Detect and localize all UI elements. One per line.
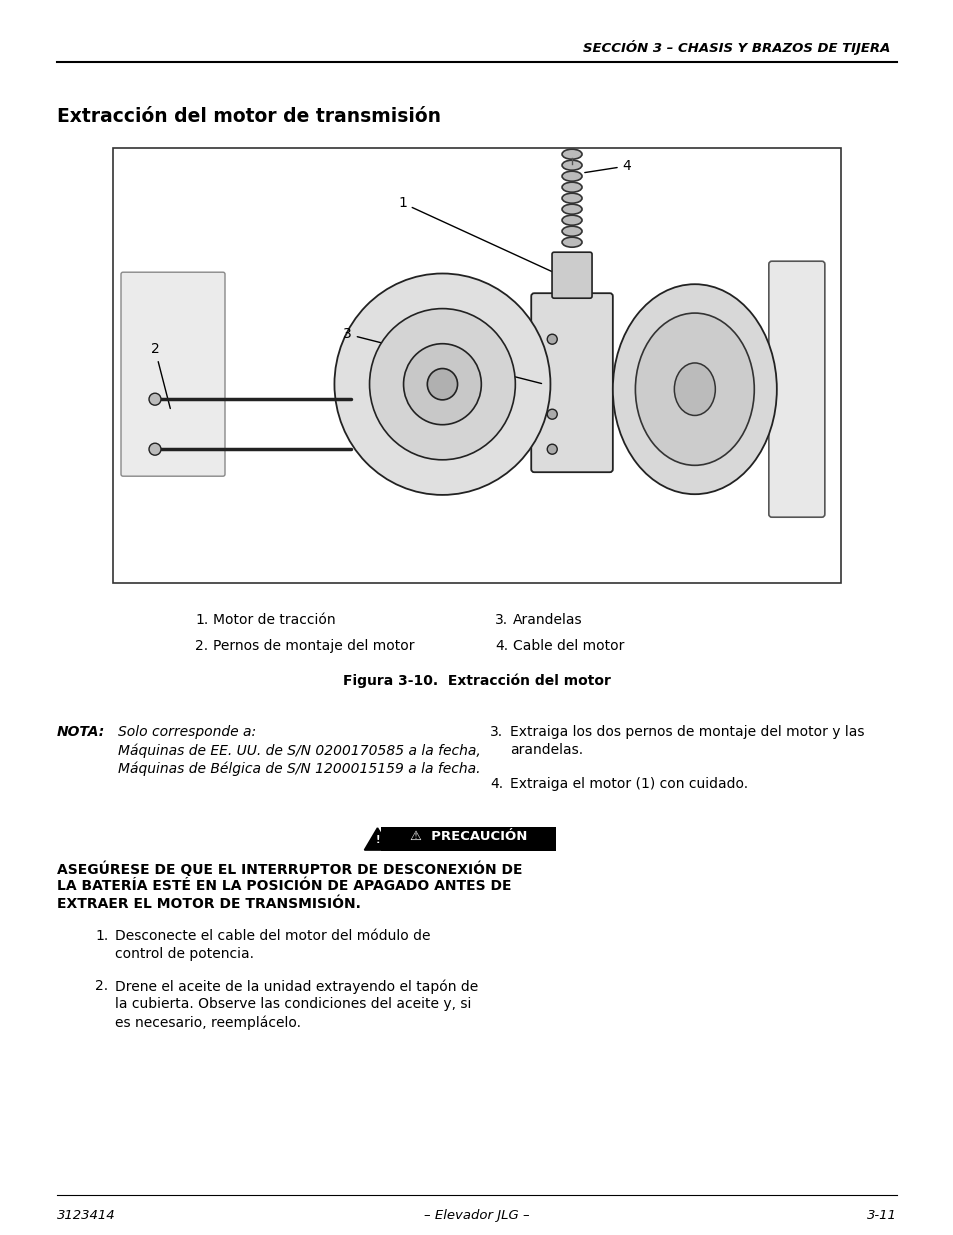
FancyBboxPatch shape bbox=[768, 261, 824, 517]
Text: 3-11: 3-11 bbox=[866, 1209, 896, 1221]
Ellipse shape bbox=[561, 237, 581, 247]
Text: 1: 1 bbox=[397, 196, 558, 275]
Text: 3: 3 bbox=[343, 327, 541, 384]
Text: !: ! bbox=[375, 835, 379, 845]
Text: 1.: 1. bbox=[95, 929, 108, 944]
Ellipse shape bbox=[369, 309, 515, 459]
Text: Motor de tracción: Motor de tracción bbox=[213, 613, 335, 627]
Text: Máquinas de Bélgica de S/N 1200015159 a la fecha.: Máquinas de Bélgica de S/N 1200015159 a … bbox=[118, 761, 480, 776]
Ellipse shape bbox=[612, 284, 776, 494]
Circle shape bbox=[149, 393, 161, 405]
Polygon shape bbox=[364, 827, 390, 850]
FancyBboxPatch shape bbox=[121, 272, 225, 477]
Text: Pernos de montaje del motor: Pernos de montaje del motor bbox=[213, 638, 414, 653]
Text: Arandelas: Arandelas bbox=[513, 613, 582, 627]
Text: ⚠  PRECAUCIÓN: ⚠ PRECAUCIÓN bbox=[410, 830, 527, 844]
Text: control de potencia.: control de potencia. bbox=[115, 947, 253, 961]
FancyBboxPatch shape bbox=[552, 252, 592, 298]
Text: SECCIÓN 3 – CHASIS Y BRAZOS DE TIJERA: SECCIÓN 3 – CHASIS Y BRAZOS DE TIJERA bbox=[582, 40, 889, 56]
Ellipse shape bbox=[335, 273, 550, 495]
Text: Desconecte el cable del motor del módulo de: Desconecte el cable del motor del módulo… bbox=[115, 929, 430, 944]
Text: 4.: 4. bbox=[490, 777, 502, 790]
Ellipse shape bbox=[427, 368, 457, 400]
Text: Extraiga el motor (1) con cuidado.: Extraiga el motor (1) con cuidado. bbox=[510, 777, 747, 790]
Ellipse shape bbox=[561, 193, 581, 204]
Text: 2: 2 bbox=[151, 342, 171, 409]
Text: la cubierta. Observe las condiciones del aceite y, si: la cubierta. Observe las condiciones del… bbox=[115, 997, 471, 1011]
Text: NOTA:: NOTA: bbox=[57, 725, 105, 739]
Ellipse shape bbox=[561, 183, 581, 193]
Text: 1.: 1. bbox=[194, 613, 208, 627]
Text: 3.: 3. bbox=[490, 725, 502, 739]
Text: Máquinas de EE. UU. de S/N 0200170585 a la fecha,: Máquinas de EE. UU. de S/N 0200170585 a … bbox=[118, 743, 480, 757]
Ellipse shape bbox=[561, 161, 581, 170]
Ellipse shape bbox=[635, 314, 754, 466]
Text: Extraiga los dos pernos de montaje del motor y las: Extraiga los dos pernos de montaje del m… bbox=[510, 725, 863, 739]
Ellipse shape bbox=[561, 149, 581, 159]
Bar bbox=[112, 148, 841, 583]
Text: Cable del motor: Cable del motor bbox=[513, 638, 623, 653]
Ellipse shape bbox=[403, 343, 481, 425]
Text: es necesario, reemplácelo.: es necesario, reemplácelo. bbox=[115, 1015, 301, 1030]
Text: ASEGÚRESE DE QUE EL INTERRUPTOR DE DESCONEXIÓN DE: ASEGÚRESE DE QUE EL INTERRUPTOR DE DESCO… bbox=[57, 861, 522, 877]
Circle shape bbox=[547, 409, 557, 419]
Ellipse shape bbox=[561, 204, 581, 214]
Text: 4: 4 bbox=[584, 159, 631, 173]
Text: EXTRAER EL MOTOR DE TRANSMISIÓN.: EXTRAER EL MOTOR DE TRANSMISIÓN. bbox=[57, 897, 360, 911]
Bar bbox=[381, 827, 556, 851]
Text: Solo corresponde a:: Solo corresponde a: bbox=[118, 725, 255, 739]
Text: Extracción del motor de transmisión: Extracción del motor de transmisión bbox=[57, 107, 440, 126]
Text: 4.: 4. bbox=[495, 638, 508, 653]
Circle shape bbox=[547, 445, 557, 454]
Text: Drene el aceite de la unidad extrayendo el tapón de: Drene el aceite de la unidad extrayendo … bbox=[115, 979, 477, 993]
Circle shape bbox=[149, 443, 161, 456]
Ellipse shape bbox=[561, 226, 581, 236]
Text: arandelas.: arandelas. bbox=[510, 743, 582, 757]
Text: – Elevador JLG –: – Elevador JLG – bbox=[424, 1209, 529, 1221]
Text: Figura 3-10.  Extracción del motor: Figura 3-10. Extracción del motor bbox=[343, 673, 610, 688]
Ellipse shape bbox=[674, 363, 715, 415]
Text: 3123414: 3123414 bbox=[57, 1209, 115, 1221]
Circle shape bbox=[547, 335, 557, 345]
Text: LA BATERÍA ESTÉ EN LA POSICIÓN DE APAGADO ANTES DE: LA BATERÍA ESTÉ EN LA POSICIÓN DE APAGAD… bbox=[57, 879, 511, 893]
Text: 2.: 2. bbox=[95, 979, 108, 993]
FancyBboxPatch shape bbox=[531, 293, 612, 472]
Ellipse shape bbox=[561, 215, 581, 225]
Ellipse shape bbox=[561, 172, 581, 182]
Text: 3.: 3. bbox=[495, 613, 508, 627]
Text: 2.: 2. bbox=[194, 638, 208, 653]
